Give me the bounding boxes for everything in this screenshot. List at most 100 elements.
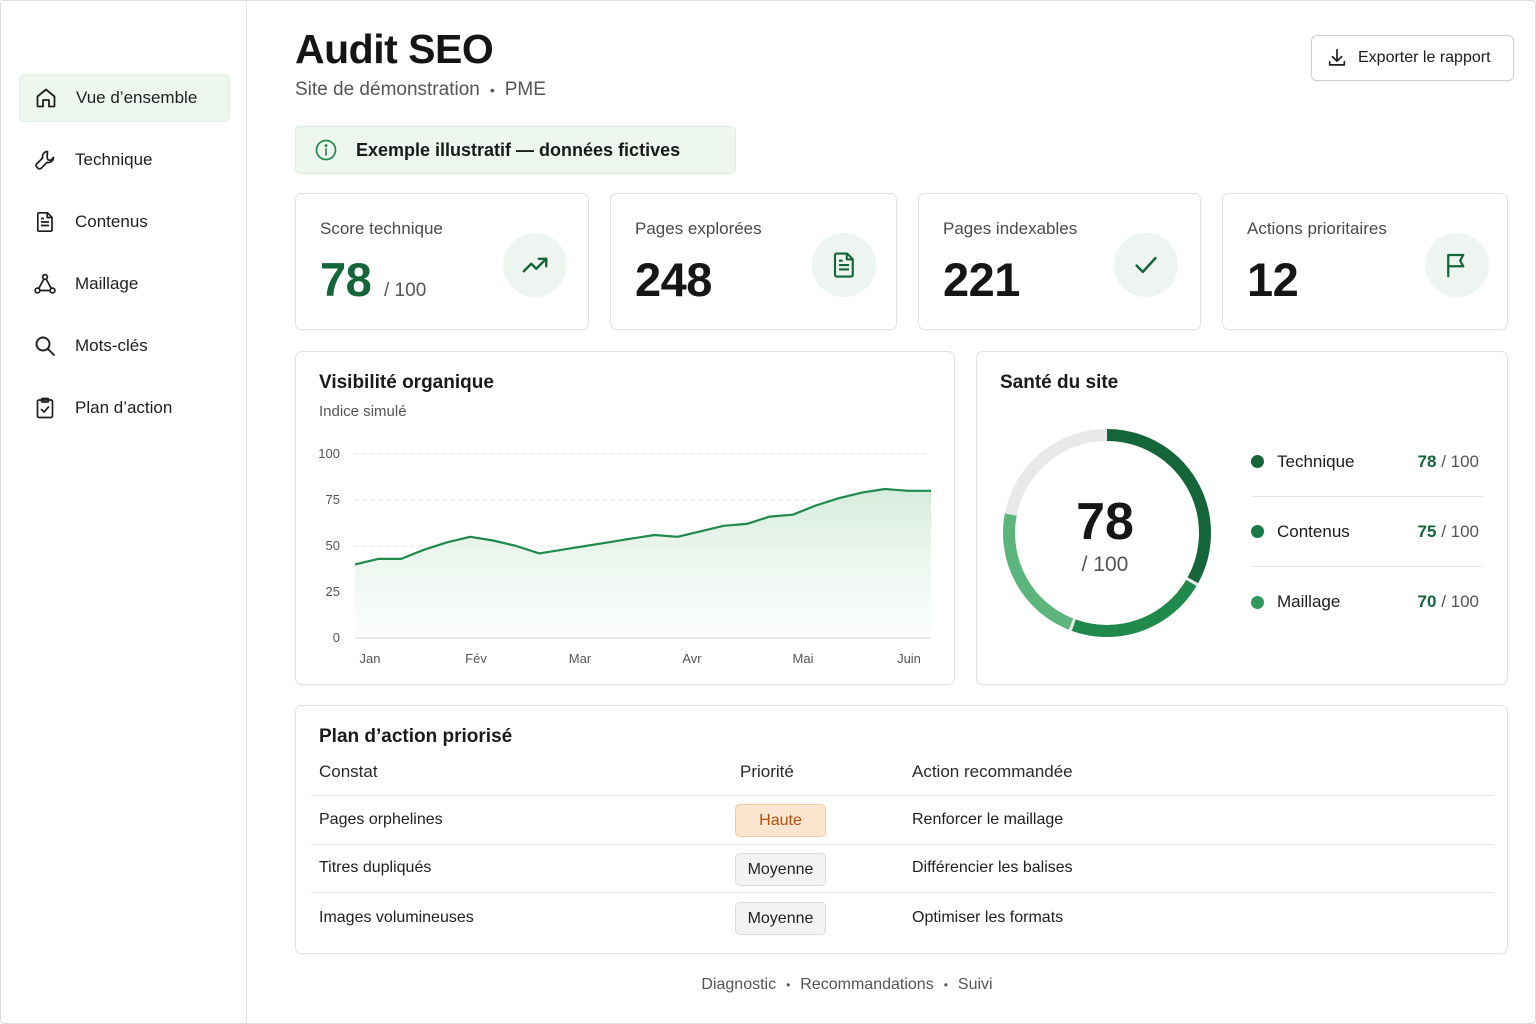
health-score-suffix: / 100: [1081, 553, 1129, 576]
wrench-icon: [35, 150, 55, 170]
sidebar-item-label: Plan d’action: [75, 398, 173, 417]
y-tick-label: 75: [326, 492, 340, 507]
kpi-value: 248: [635, 253, 712, 306]
donut-segment: [1106, 429, 1211, 584]
health-score: 78: [1076, 493, 1134, 551]
health-item-name: Contenus: [1277, 521, 1350, 541]
health-item-name: Maillage: [1277, 592, 1341, 611]
action-plan-title: Plan d’action priorisé: [319, 726, 513, 747]
site-health-card: Santé du site: [976, 351, 1508, 685]
document-icon: [833, 252, 854, 278]
table-divider: [311, 892, 1494, 893]
table-divider: [311, 795, 1494, 796]
y-tick-label: 50: [326, 538, 340, 553]
kpi-value: 221: [943, 253, 1020, 306]
cell-action: Renforcer le maillage: [912, 811, 1064, 828]
flag-icon: [1447, 253, 1465, 278]
health-item-maillage: Maillage 70 / 100: [1251, 567, 1483, 637]
x-tick-label: Jan: [360, 651, 381, 666]
check-icon: [1135, 256, 1157, 274]
y-tick-label: 25: [326, 584, 340, 599]
footer-item-suivi[interactable]: Suivi: [957, 976, 993, 993]
sidebar-item-vue-ensemble[interactable]: Vue d’ensemble: [19, 74, 230, 122]
kpi-label: Pages indexables: [943, 219, 1078, 238]
column-header-constat: Constat: [319, 762, 378, 781]
health-item-name: Technique: [1277, 451, 1355, 471]
donut-segment: [1003, 513, 1074, 630]
kpi-card-pages-explorees: Pages explorées 248: [610, 193, 897, 330]
x-tick-label: Avr: [682, 651, 702, 666]
priority-badge-medium: Moyenne: [735, 902, 826, 935]
sidebar-item-label: Vue d’ensemble: [76, 88, 198, 107]
kpi-value: 12: [1247, 253, 1299, 306]
y-tick-label: 0: [333, 630, 340, 645]
kpi-icon-badge: [1114, 233, 1178, 297]
x-tick-label: Mai: [793, 651, 814, 666]
x-tick-label: Fév: [465, 651, 487, 666]
footer-item-diagnostic[interactable]: Diagnostic: [701, 976, 777, 993]
health-item-score: 70 / 100: [1417, 592, 1479, 611]
notice-text: Exemple illustratif — données fictives: [356, 139, 681, 160]
health-item-technique: Technique 78 / 100: [1251, 427, 1483, 497]
y-tick-label: 100: [318, 446, 340, 461]
priority-badge-medium: Moyenne: [735, 853, 826, 886]
cell-constat: Titres dupliqués: [319, 859, 432, 876]
kpi-card-actions-prioritaires: Actions prioritaires 12: [1222, 193, 1508, 330]
column-header-action: Action recommandée: [912, 762, 1073, 781]
donut-segment: [1071, 579, 1197, 637]
table-divider: [311, 844, 1494, 845]
cell-constat: Pages orphelines: [319, 811, 443, 828]
site-segment: PME: [504, 79, 546, 100]
site-health-title: Santé du site: [1000, 372, 1119, 393]
kpi-suffix: / 100: [384, 280, 427, 301]
sidebar-item-mots-cles[interactable]: Mots-clés: [19, 322, 230, 370]
legend-dot: [1251, 455, 1264, 468]
sidebar-item-technique[interactable]: Technique: [19, 136, 230, 184]
sidebar-item-plan-action[interactable]: Plan d’action: [19, 384, 230, 432]
x-tick-label: Juin: [897, 651, 921, 666]
search-icon: [35, 336, 55, 356]
download-icon: [1328, 48, 1346, 66]
action-plan-card: Plan d’action priorisé: [295, 705, 1508, 954]
subtitle-separator: •: [489, 82, 495, 98]
visibility-subtitle: Indice simulé: [319, 403, 407, 420]
x-tick-label: Mar: [569, 651, 592, 666]
sidebar-item-maillage[interactable]: Maillage: [19, 260, 230, 308]
sidebar-item-label: Technique: [75, 150, 153, 169]
footer-separator: •: [943, 978, 948, 992]
page-title: Audit SEO: [295, 26, 494, 72]
health-item-contenus: Contenus 75 / 100: [1251, 497, 1483, 567]
column-header-priorite: Priorité: [740, 762, 794, 781]
trend-up-icon: [522, 257, 548, 273]
legend-dot: [1251, 525, 1264, 538]
site-name: Site de démonstration: [295, 79, 480, 100]
cell-constat: Images volumineuses: [319, 909, 474, 926]
export-button-label: Exporter le rapport: [1358, 49, 1491, 66]
sidebar: Vue d’ensemble Technique Contenus Mailla…: [1, 1, 247, 1022]
document-icon: [36, 211, 53, 233]
kpi-label: Pages explorées: [635, 219, 762, 238]
sidebar-item-label: Contenus: [75, 212, 148, 231]
chart-area-fill: [355, 489, 931, 638]
demo-notice: Exemple illustratif — données fictives: [295, 126, 736, 174]
footer-item-recommandations[interactable]: Recommandations: [800, 976, 934, 993]
kpi-label: Actions prioritaires: [1247, 219, 1387, 238]
page-subtitle: Site de démonstration • PME: [295, 79, 546, 101]
export-report-button[interactable]: Exporter le rapport: [1311, 35, 1514, 81]
kpi-card-pages-indexables: Pages indexables 221: [918, 193, 1201, 330]
home-icon: [36, 88, 56, 108]
kpi-card-score-technique: Score technique 78 / 100: [295, 193, 589, 330]
chart-series-line: [354, 487, 931, 566]
cell-action: Différencier les balises: [912, 859, 1073, 876]
network-icon: [34, 273, 56, 294]
legend-dot: [1251, 595, 1264, 609]
health-item-score: 75 / 100: [1417, 521, 1479, 541]
sidebar-item-contenus[interactable]: Contenus: [19, 198, 230, 246]
clipboard-check-icon: [36, 397, 54, 419]
kpi-icon-badge: [503, 233, 567, 297]
kpi-value: 78: [320, 253, 372, 306]
footer-separator: •: [786, 978, 791, 992]
footer-nav: Diagnostic • Recommandations • Suivi: [0, 976, 1536, 994]
sidebar-item-label: Mots-clés: [75, 336, 148, 355]
priority-badge-high: Haute: [735, 804, 826, 837]
